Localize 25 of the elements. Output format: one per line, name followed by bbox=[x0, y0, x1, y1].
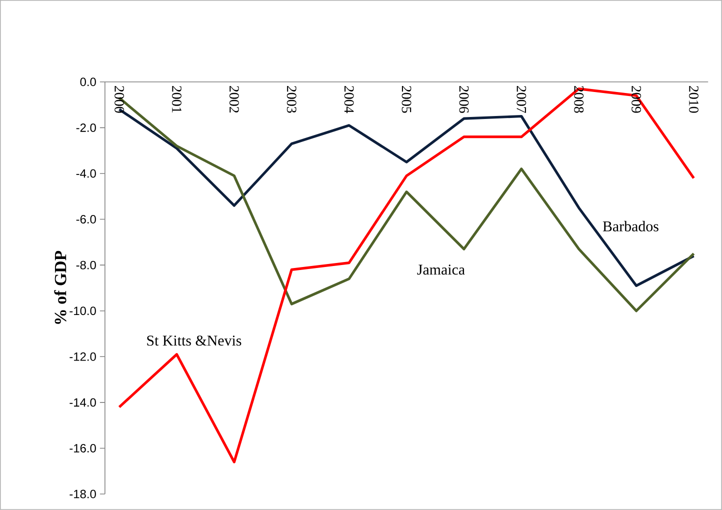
x-tick-label: 2006 bbox=[459, 86, 469, 113]
x-tick-label: 2009 bbox=[632, 86, 642, 113]
y-tick-label: -10.0 bbox=[70, 306, 96, 316]
series-label: St Kitts &Nevis bbox=[147, 336, 242, 346]
y-tick-label: -12.0 bbox=[70, 352, 96, 361]
x-tick-label: 2001 bbox=[172, 86, 182, 113]
y-tick-label: -18.0 bbox=[70, 490, 96, 498]
x-tick-label: 2010 bbox=[689, 86, 698, 113]
x-tick-label: 2002 bbox=[229, 86, 239, 113]
x-tick-label: 2000 bbox=[114, 86, 124, 113]
series-label: Barbados bbox=[602, 220, 658, 232]
y-tick-label: -4.0 bbox=[76, 169, 96, 178]
y-axis-title: % of GDP bbox=[54, 250, 66, 324]
x-tick-label: 2004 bbox=[344, 86, 354, 114]
series-label: Jamaica bbox=[417, 264, 465, 275]
y-tick-label: 0.0 bbox=[80, 78, 96, 86]
x-tick-label: 2005 bbox=[402, 86, 412, 113]
y-tick-label: -6.0 bbox=[76, 215, 96, 224]
x-tick-label: 2008 bbox=[574, 86, 584, 113]
x-tick-label: 2003 bbox=[286, 86, 296, 113]
y-tick-label: -16.0 bbox=[70, 444, 96, 452]
x-tick-label: 2007 bbox=[516, 86, 526, 113]
y-tick-label: -8.0 bbox=[76, 260, 96, 270]
y-tick-label: -2.0 bbox=[76, 124, 96, 132]
y-tick-label: -14.0 bbox=[70, 398, 96, 407]
